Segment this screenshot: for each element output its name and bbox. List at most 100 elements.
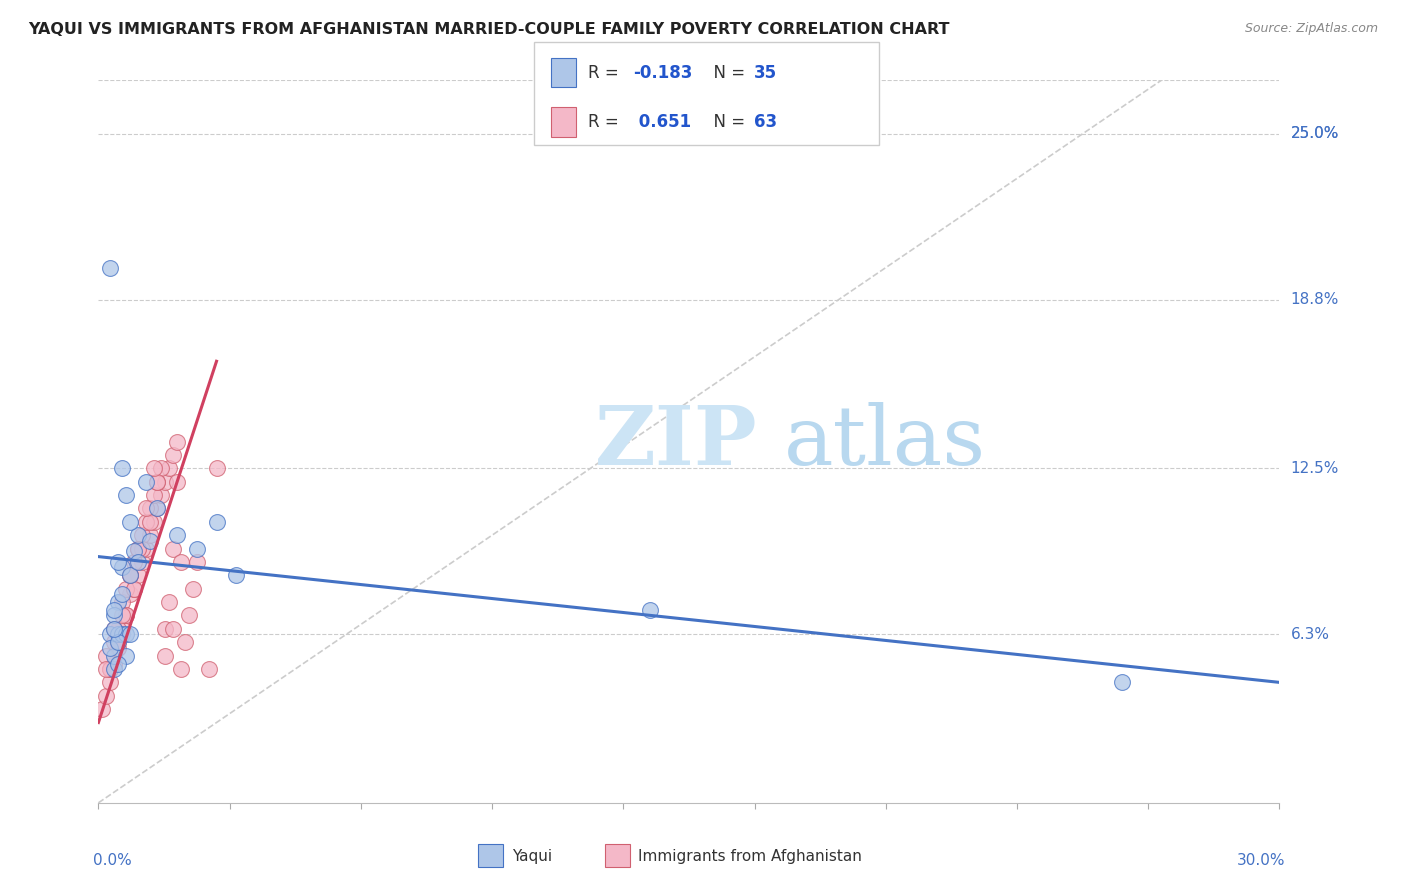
Point bbox=[186, 541, 208, 556]
Point bbox=[111, 608, 134, 623]
Point bbox=[150, 461, 173, 475]
Point bbox=[115, 608, 138, 623]
Point bbox=[127, 568, 149, 582]
Point bbox=[111, 622, 134, 636]
Point bbox=[138, 528, 160, 542]
Point bbox=[122, 582, 145, 596]
Point bbox=[98, 662, 121, 676]
Point bbox=[118, 515, 141, 529]
Text: 63: 63 bbox=[754, 113, 776, 131]
Text: 6.3%: 6.3% bbox=[1291, 627, 1330, 641]
Point bbox=[111, 595, 134, 609]
Point bbox=[135, 515, 157, 529]
Point bbox=[138, 515, 160, 529]
Point bbox=[170, 555, 193, 569]
Point bbox=[155, 622, 177, 636]
Point bbox=[103, 622, 125, 636]
Point bbox=[107, 635, 129, 649]
Point bbox=[166, 475, 188, 489]
Point bbox=[142, 515, 165, 529]
Point bbox=[157, 595, 180, 609]
Point bbox=[142, 461, 165, 475]
Point bbox=[103, 662, 125, 676]
Point bbox=[225, 568, 247, 582]
Point bbox=[111, 627, 134, 641]
Point bbox=[131, 528, 153, 542]
Text: Yaqui: Yaqui bbox=[512, 849, 553, 863]
Point bbox=[111, 461, 134, 475]
Point bbox=[118, 568, 141, 582]
Point bbox=[146, 475, 169, 489]
Point bbox=[103, 657, 125, 671]
Point bbox=[107, 635, 129, 649]
Point bbox=[131, 541, 153, 556]
Point bbox=[96, 648, 118, 663]
Point bbox=[142, 488, 165, 502]
Point bbox=[135, 475, 157, 489]
Point bbox=[146, 501, 169, 516]
Point bbox=[103, 608, 125, 623]
Point bbox=[107, 595, 129, 609]
Point bbox=[155, 475, 177, 489]
Point bbox=[115, 582, 138, 596]
Point bbox=[107, 622, 129, 636]
Point bbox=[205, 515, 228, 529]
Text: 0.651: 0.651 bbox=[633, 113, 690, 131]
Text: Source: ZipAtlas.com: Source: ZipAtlas.com bbox=[1244, 22, 1378, 36]
Point bbox=[96, 662, 118, 676]
Point bbox=[107, 555, 129, 569]
Point bbox=[115, 627, 138, 641]
Text: N =: N = bbox=[703, 63, 751, 82]
Point bbox=[135, 501, 157, 516]
Point bbox=[197, 662, 219, 676]
Text: atlas: atlas bbox=[783, 401, 986, 482]
Point bbox=[118, 568, 141, 582]
Text: 25.0%: 25.0% bbox=[1291, 127, 1339, 141]
Point bbox=[166, 528, 188, 542]
Point bbox=[135, 541, 157, 556]
Point bbox=[1111, 675, 1133, 690]
Point bbox=[638, 603, 661, 617]
Point bbox=[181, 582, 204, 596]
Text: ZIP: ZIP bbox=[595, 401, 756, 482]
Point bbox=[155, 648, 177, 663]
Point bbox=[98, 627, 121, 641]
Point bbox=[103, 635, 125, 649]
Point bbox=[103, 603, 125, 617]
Point bbox=[115, 608, 138, 623]
Point bbox=[174, 635, 197, 649]
Point bbox=[111, 587, 134, 601]
Point bbox=[150, 488, 173, 502]
Point bbox=[146, 475, 169, 489]
Point bbox=[107, 657, 129, 671]
Text: 25.0%: 25.0% bbox=[1291, 127, 1339, 141]
Point bbox=[118, 587, 141, 601]
Point bbox=[205, 461, 228, 475]
Point bbox=[157, 461, 180, 475]
Text: YAQUI VS IMMIGRANTS FROM AFGHANISTAN MARRIED-COUPLE FAMILY POVERTY CORRELATION C: YAQUI VS IMMIGRANTS FROM AFGHANISTAN MAR… bbox=[28, 22, 949, 37]
Point bbox=[138, 501, 160, 516]
Text: N =: N = bbox=[703, 113, 751, 131]
Point bbox=[111, 560, 134, 574]
Point bbox=[98, 662, 121, 676]
Point bbox=[127, 555, 149, 569]
Point bbox=[170, 662, 193, 676]
Text: 0.0%: 0.0% bbox=[93, 854, 131, 869]
Point bbox=[103, 648, 125, 663]
Point bbox=[186, 555, 208, 569]
Point bbox=[127, 541, 149, 556]
Point bbox=[177, 608, 200, 623]
Point bbox=[98, 675, 121, 690]
Point bbox=[166, 434, 188, 449]
Point bbox=[146, 501, 169, 516]
Point bbox=[138, 533, 160, 548]
Point bbox=[162, 541, 184, 556]
Point bbox=[96, 689, 118, 703]
Text: 35: 35 bbox=[754, 63, 776, 82]
Point bbox=[127, 541, 149, 556]
Point bbox=[115, 488, 138, 502]
Point bbox=[162, 448, 184, 462]
Text: 12.5%: 12.5% bbox=[1291, 461, 1339, 475]
Text: 30.0%: 30.0% bbox=[1237, 854, 1285, 869]
Point bbox=[107, 627, 129, 641]
